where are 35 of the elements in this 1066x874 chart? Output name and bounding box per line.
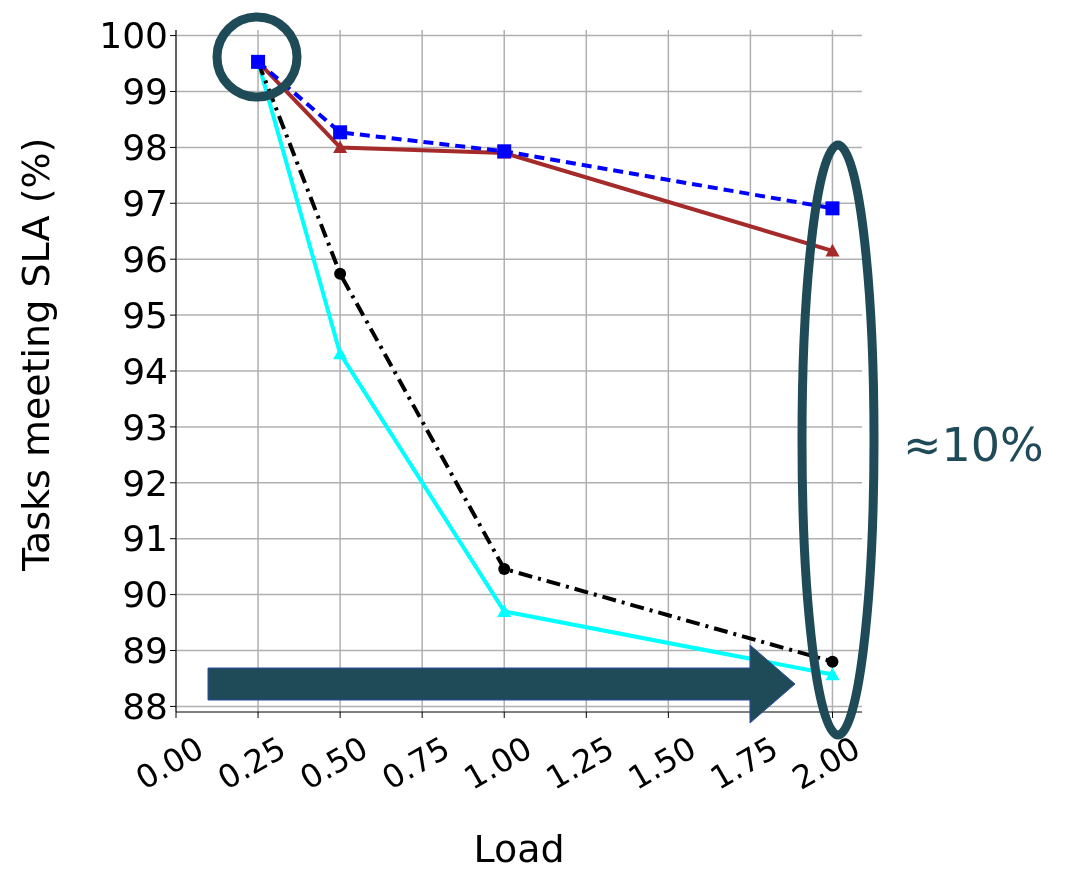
y-tick-label: 100 <box>99 15 168 57</box>
y-tick-label: 95 <box>122 294 168 336</box>
y-tick-label: 99 <box>122 71 168 113</box>
x-tick-label: 1.00 <box>457 728 539 798</box>
x-axis-title: Load <box>473 827 565 871</box>
point <box>826 655 839 668</box>
y-tick-label: 92 <box>122 462 168 504</box>
point <box>497 604 512 617</box>
y-tick-label: 91 <box>122 518 168 560</box>
y-tick-label: 89 <box>122 630 168 672</box>
text: ≈10% <box>903 418 1044 472</box>
x-tick-label: 1.50 <box>621 728 703 798</box>
y-tick-label: 93 <box>122 406 168 448</box>
point <box>334 267 347 280</box>
y-tick-label: 94 <box>122 350 168 392</box>
point <box>825 243 840 257</box>
y-tick-label: 98 <box>122 127 168 169</box>
x-tick-label: 0.00 <box>129 728 210 798</box>
x-tick-label: 0.75 <box>375 728 457 798</box>
point <box>333 346 348 360</box>
x-tick-label: 0.25 <box>211 728 293 798</box>
x-tick-label: 0.50 <box>293 728 375 798</box>
x-tick-label: 2.00 <box>785 728 867 798</box>
point <box>825 667 840 681</box>
y-tick-label: 88 <box>122 686 168 728</box>
y-tick-label: 96 <box>122 238 168 280</box>
point <box>498 562 511 575</box>
point <box>333 140 348 153</box>
point <box>333 125 348 140</box>
y-axis-title: Tasks meeting SLA (%) <box>14 137 59 572</box>
x-tick-label: 1.75 <box>703 728 785 798</box>
y-tick-label: 97 <box>122 183 168 225</box>
x-tick-label: 1.25 <box>539 728 621 798</box>
y-tick-label: 90 <box>122 574 168 616</box>
point <box>825 201 840 216</box>
